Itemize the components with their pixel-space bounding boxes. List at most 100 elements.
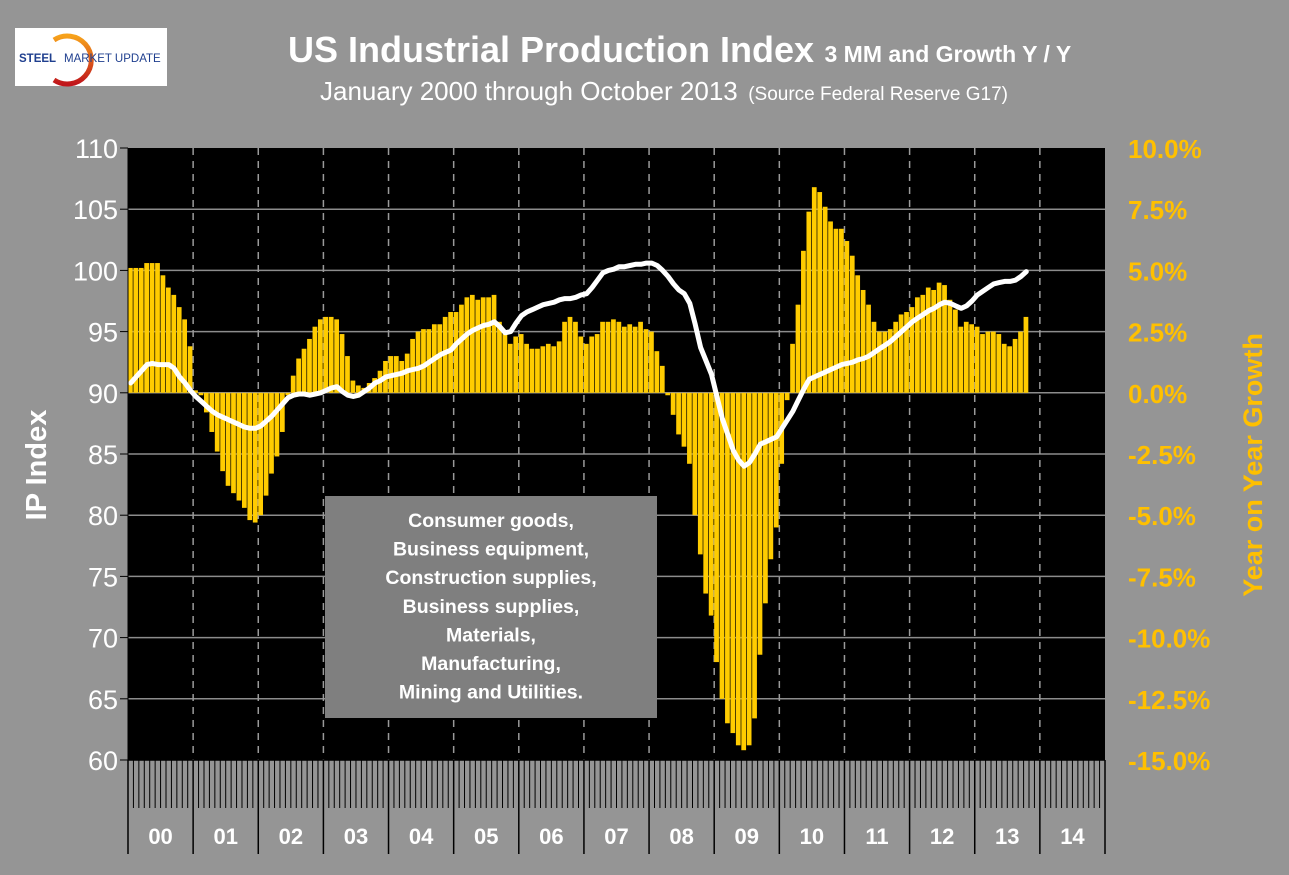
growth-bar xyxy=(133,267,139,393)
x-axis-year-label: 05 xyxy=(474,824,498,849)
left-axis-tick-label: 110 xyxy=(75,134,118,164)
right-axis-tick-label: 7.5% xyxy=(1128,195,1187,225)
logo-text-bold: STEEL xyxy=(19,53,56,65)
growth-bar xyxy=(806,211,812,393)
right-axis-tick-label: -12.5% xyxy=(1128,685,1210,715)
steel-market-update-logo: STEEL MARKET UPDATE xyxy=(15,28,167,87)
growth-bar xyxy=(768,392,774,560)
growth-bar xyxy=(176,307,182,393)
growth-bar xyxy=(703,392,709,594)
x-axis-year-label: 07 xyxy=(604,824,628,849)
growth-bar xyxy=(654,351,660,393)
left-axis-tick-label: 65 xyxy=(88,685,118,715)
chart-title-suffix: 3 MM and Growth Y / Y xyxy=(825,41,1072,67)
growth-bar xyxy=(942,285,947,393)
growth-bar xyxy=(643,329,649,393)
growth-bar xyxy=(182,319,188,393)
growth-bar xyxy=(871,321,877,393)
growth-bar xyxy=(502,334,508,393)
growth-bar xyxy=(600,321,605,393)
left-axis-tick-label: 90 xyxy=(88,379,118,409)
growth-bar xyxy=(920,294,926,393)
annotation-line: Mining and Utilities. xyxy=(399,682,583,704)
growth-bar xyxy=(714,392,719,663)
growth-bar xyxy=(773,392,779,528)
growth-bar xyxy=(323,316,329,393)
growth-bar xyxy=(931,289,937,393)
growth-bar xyxy=(795,304,801,393)
growth-bar xyxy=(350,380,356,393)
growth-bar xyxy=(535,348,540,393)
growth-bar xyxy=(399,360,405,393)
growth-bar xyxy=(307,338,312,393)
growth-bar xyxy=(741,392,747,751)
growth-bar xyxy=(632,326,638,393)
growth-bar xyxy=(1023,316,1029,393)
right-axis-tick-label: 2.5% xyxy=(1128,318,1187,348)
left-axis-tick-label: 100 xyxy=(73,256,118,286)
chart-title: US Industrial Production Index xyxy=(288,29,814,70)
growth-bar xyxy=(980,334,985,393)
growth-bar xyxy=(746,392,752,746)
growth-bar xyxy=(345,356,350,393)
growth-bar xyxy=(469,294,475,393)
left-axis-tick-label: 75 xyxy=(88,562,118,592)
growth-bar xyxy=(410,338,415,393)
growth-bar xyxy=(790,343,795,393)
growth-bar xyxy=(893,321,899,393)
growth-bar xyxy=(909,307,915,393)
axes: 110105100959085807570656010.0%7.5%5.0%2.… xyxy=(73,134,1210,854)
growth-bar xyxy=(801,250,806,393)
growth-bar xyxy=(670,392,676,415)
growth-bar xyxy=(203,392,209,413)
annotation-line: Manufacturing, xyxy=(421,653,561,675)
growth-bar xyxy=(833,228,839,393)
growth-bar xyxy=(252,392,258,523)
growth-bar xyxy=(855,275,861,393)
growth-bar xyxy=(149,263,155,393)
growth-bar xyxy=(355,385,361,393)
growth-bar xyxy=(241,392,247,508)
growth-bar xyxy=(464,297,470,393)
growth-bar xyxy=(904,312,909,393)
annotation-box: Consumer goods, Business equipment, Constr… xyxy=(325,496,657,718)
annotation-line: Business equipment, xyxy=(393,539,589,561)
growth-bar xyxy=(649,331,654,393)
x-axis-year-label: 04 xyxy=(409,824,434,849)
growth-bar xyxy=(822,206,828,393)
x-axis-year-label: 09 xyxy=(735,824,759,849)
growth-bar xyxy=(1007,346,1013,393)
growth-bar xyxy=(915,297,920,393)
growth-bars xyxy=(128,187,1029,751)
growth-bar xyxy=(128,267,133,393)
growth-bar xyxy=(269,392,274,474)
growth-bar xyxy=(285,392,291,396)
left-axis-tick-label: 60 xyxy=(88,746,118,776)
growth-bar xyxy=(1001,343,1007,393)
growth-bar xyxy=(545,343,551,393)
annotation-line: Construction supplies, xyxy=(385,567,596,589)
growth-bar xyxy=(969,324,975,393)
growth-bar xyxy=(459,304,464,393)
growth-bar xyxy=(681,392,687,447)
growth-bar xyxy=(290,375,296,393)
x-axis-year-label: 11 xyxy=(865,824,888,849)
growth-bar xyxy=(165,287,171,393)
x-axis-year-label: 02 xyxy=(279,824,303,849)
growth-bar xyxy=(263,392,269,496)
left-axis-tick-label: 80 xyxy=(88,501,118,531)
right-axis-tick-label: -7.5% xyxy=(1128,562,1196,592)
growth-bar xyxy=(497,321,502,393)
growth-bar xyxy=(334,319,339,393)
chart-subtitle-group: January 2000 through October 2013 (Sourc… xyxy=(320,76,1008,106)
chart-title-group: US Industrial Production Index 3 MM and … xyxy=(288,29,1071,70)
left-axis-label: IP Index xyxy=(21,410,53,521)
growth-bar xyxy=(611,319,616,393)
growth-bar xyxy=(925,287,931,393)
annotation-line: Consumer goods, xyxy=(408,510,574,532)
growth-bar xyxy=(279,392,285,432)
growth-bar xyxy=(160,275,166,393)
growth-bar xyxy=(339,334,345,393)
right-axis-label: Year on Year Growth xyxy=(1238,333,1268,597)
growth-bar xyxy=(562,321,567,393)
